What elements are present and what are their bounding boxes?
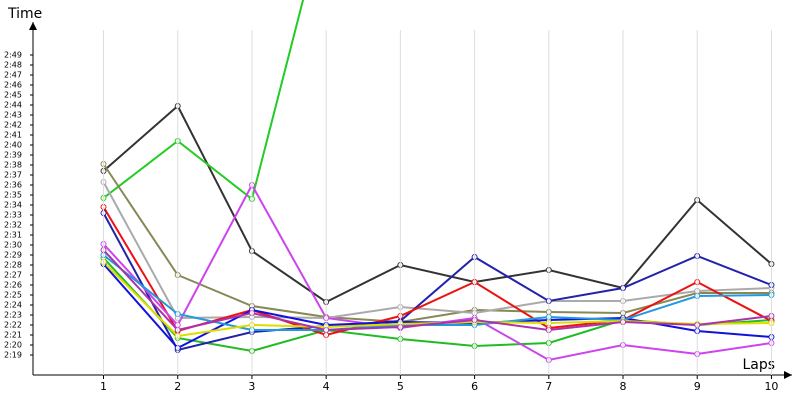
x-arrow — [784, 371, 792, 379]
y-tick-label: 2:43 — [4, 111, 22, 120]
y-tick-label: 2:33 — [4, 211, 22, 220]
y-tick-label: 2:45 — [4, 91, 22, 100]
series-line — [102, 104, 773, 304]
plot-area — [100, 0, 775, 363]
y-tick-label: 2:41 — [4, 131, 22, 140]
y-tick-label: 2:38 — [4, 161, 22, 170]
y-tick-label: 2:42 — [4, 121, 22, 130]
x-tick-label: 10 — [764, 380, 778, 393]
y-tick-label: 2:37 — [4, 171, 22, 180]
y-tick-label: 2:44 — [4, 101, 22, 110]
x-tick-label: 7 — [545, 380, 552, 393]
y-tick-label: 2:32 — [4, 221, 22, 230]
y-tick-label: 2:26 — [4, 281, 22, 290]
y-tick-label: 2:35 — [4, 191, 22, 200]
y-tick-label: 2:19 — [4, 351, 22, 360]
y-tick-label: 2:31 — [4, 231, 22, 240]
y-tick-label: 2:36 — [4, 181, 22, 190]
y-tick-label: 2:28 — [4, 261, 22, 270]
y-tick-label: 2:34 — [4, 201, 22, 210]
y-tick-label: 2:40 — [4, 141, 22, 150]
x-tick-label: 1 — [100, 380, 107, 393]
x-tick-label: 6 — [471, 380, 478, 393]
y-tick-label: 2:24 — [4, 301, 22, 310]
y-tick-label: 2:49 — [4, 51, 22, 60]
y-tick-label: 2:47 — [4, 71, 22, 80]
y-tick-label: 2:23 — [4, 311, 22, 320]
series-line — [102, 163, 772, 324]
x-tick-label: 3 — [248, 380, 255, 393]
y-arrow — [29, 22, 37, 30]
x-tick-label: 2 — [174, 380, 181, 393]
y-tick-label: 2:39 — [4, 151, 22, 160]
y-tick-label: 2:48 — [4, 61, 22, 70]
series-line — [102, 181, 772, 320]
y-tick-label: 2:22 — [4, 321, 22, 330]
y-tick-label: 2:29 — [4, 251, 22, 260]
y-tick-label: 2:27 — [4, 271, 22, 280]
y-tick-label: 2:30 — [4, 241, 22, 250]
y-axis-label: Time — [7, 6, 42, 22]
series-line — [102, 249, 772, 332]
series-line — [102, 212, 772, 352]
y-tick-label: 2:25 — [4, 291, 22, 300]
x-tick-label: 8 — [620, 380, 627, 393]
x-tick-label: 4 — [323, 380, 330, 393]
y-tick-label: 2:46 — [4, 81, 22, 90]
series-line — [102, 0, 305, 201]
x-axis-label: Laps — [742, 357, 775, 373]
y-tick-label: 2:21 — [4, 331, 22, 340]
x-tick-label: 5 — [397, 380, 404, 393]
x-tick-label: 9 — [694, 380, 701, 393]
y-tick-label: 2:20 — [4, 341, 22, 350]
